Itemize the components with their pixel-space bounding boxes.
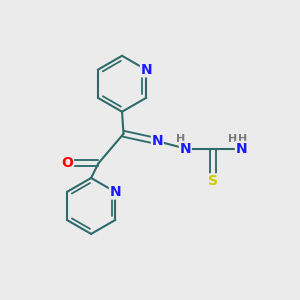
Text: N: N bbox=[152, 134, 163, 148]
Text: H: H bbox=[176, 134, 185, 144]
Text: N: N bbox=[179, 142, 191, 155]
Text: O: O bbox=[61, 156, 74, 170]
Text: H: H bbox=[228, 134, 238, 144]
Text: H: H bbox=[238, 134, 248, 144]
Text: S: S bbox=[208, 174, 218, 188]
Text: N: N bbox=[236, 142, 247, 155]
Text: N: N bbox=[110, 185, 121, 199]
Text: N: N bbox=[140, 63, 152, 77]
